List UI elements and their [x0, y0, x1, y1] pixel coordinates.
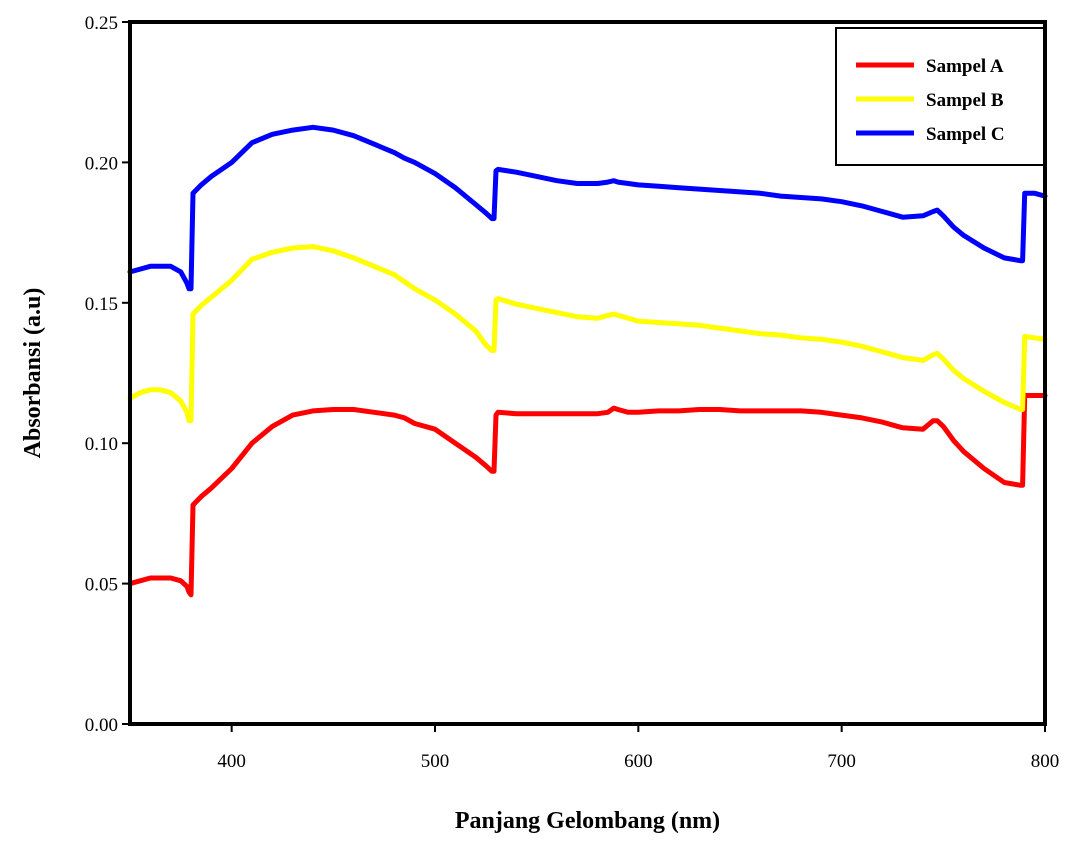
- legend-label-2: Sampel B: [926, 90, 1004, 111]
- y-tick-label: 0.10: [85, 434, 118, 455]
- series-line-2: [127, 244, 1048, 424]
- x-axis-title: Panjang Gelombang (nm): [455, 808, 720, 834]
- x-tick-label: 500: [421, 751, 450, 772]
- y-tick-label: 0.05: [85, 575, 118, 596]
- x-tick-label: 700: [827, 751, 856, 772]
- series-line-1: [127, 393, 1048, 598]
- y-tick-label: 0.15: [85, 294, 118, 315]
- y-axis-ticks: 0.00 0.05 0.10 0.15 0.20 0.25: [85, 13, 130, 736]
- x-axis-ticks: 400 500 600 700 800: [217, 724, 1059, 772]
- y-tick-label: 0.20: [85, 153, 118, 174]
- y-tick-label: 0.00: [85, 715, 118, 736]
- x-tick-label: 800: [1031, 751, 1060, 772]
- x-tick-label: 400: [217, 751, 246, 772]
- series-line-3: [127, 124, 1048, 292]
- legend: Sampel A Sampel B Sampel C: [835, 27, 1045, 166]
- y-axis-title: Absorbansi (a.u): [20, 288, 46, 459]
- legend-label-3: Sampel C: [926, 124, 1005, 145]
- y-tick-label: 0.25: [85, 13, 118, 34]
- legend-label-1: Sampel A: [926, 56, 1004, 77]
- x-tick-label: 600: [624, 751, 653, 772]
- legend-items: Sampel A Sampel B Sampel C: [856, 56, 1005, 145]
- plot-frame: [128, 20, 1047, 726]
- series-layer: [127, 124, 1048, 598]
